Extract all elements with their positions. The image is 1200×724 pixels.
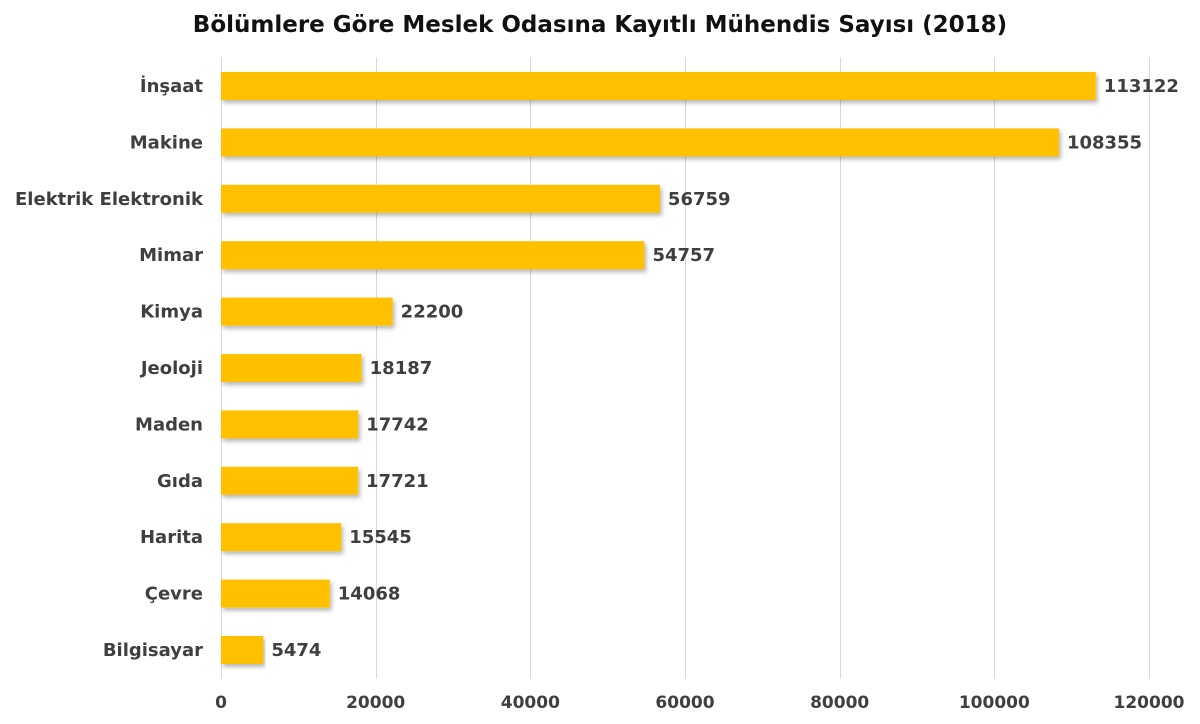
category-label: Kimya (140, 302, 203, 323)
x-tick-label: 120000 (1114, 693, 1185, 713)
x-tick-label: 80000 (810, 693, 869, 713)
bar (221, 241, 645, 270)
category-label: Elektrik Elektronik (15, 189, 204, 210)
labels: 0 20000 40000 60000 80000 100000 120000 İnşaat 1… (15, 75, 1185, 713)
category-label: Bilgisayar (103, 640, 203, 661)
value-label: 15545 (349, 527, 412, 548)
value-label: 14068 (338, 584, 401, 605)
value-label: 5474 (271, 640, 321, 661)
category-label: Çevre (145, 584, 203, 605)
category-label: Gıda (157, 471, 203, 492)
bar (221, 523, 342, 552)
bar (221, 354, 362, 382)
bar (221, 466, 359, 495)
category-label: Maden (135, 414, 203, 435)
bar (221, 297, 393, 326)
gridlines (221, 58, 1150, 678)
x-tick-label: 40000 (501, 693, 560, 713)
bar (221, 579, 330, 608)
category-label: Harita (140, 527, 203, 548)
value-label: 22200 (401, 302, 464, 323)
category-label: İnşaat (140, 75, 204, 97)
value-label: 108355 (1067, 132, 1142, 153)
bar (221, 636, 264, 664)
x-tick-label: 0 (215, 693, 227, 713)
bar (221, 128, 1059, 157)
chart-title: Bölümlere Göre Meslek Odasına Kayıtlı Mü… (192, 12, 1008, 38)
value-label: 18187 (370, 358, 433, 379)
value-label: 17742 (366, 414, 429, 435)
value-label: 113122 (1104, 76, 1179, 97)
category-label: Jeoloji (139, 358, 203, 379)
value-label: 54757 (652, 245, 715, 266)
bar (221, 410, 359, 439)
category-label: Mimar (139, 245, 203, 266)
bars (221, 72, 1096, 664)
x-tick-label: 100000 (959, 693, 1030, 713)
category-label: Makine (130, 132, 203, 153)
x-tick-label: 60000 (655, 693, 714, 713)
value-label: 56759 (668, 189, 731, 210)
bar (221, 184, 660, 213)
x-tick-label: 20000 (346, 693, 405, 713)
value-label: 17721 (366, 471, 429, 492)
bar (221, 72, 1096, 100)
